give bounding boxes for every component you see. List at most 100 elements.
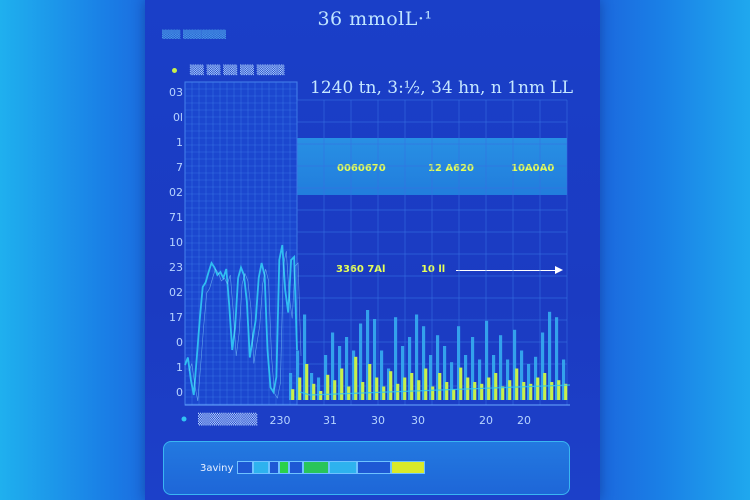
bar-series-1 [555,317,559,400]
y-tick-label: 02 [169,186,183,199]
bar-series-1 [408,337,412,400]
y-tick-label: 1 [176,361,183,374]
x-tick-label: 30 [371,414,385,427]
bar-series-2 [354,356,358,400]
segment-block [391,461,425,474]
bar-series-1 [296,350,300,400]
y-tick-label: 0l [173,111,183,124]
bar-series-1 [506,359,510,400]
bar-series-1 [464,355,468,400]
bar-series-1 [317,377,321,400]
value-readout: 1240 tn, 3:½, 34 hn, n 1nm LL [310,78,574,98]
arrow-line [456,270,556,271]
line-series-shadow [188,250,302,402]
bar-series-2 [564,383,568,400]
bar-series-1 [443,346,447,400]
band-value-1: 0060670 [337,163,386,174]
x-axis-dot-icon [181,416,187,422]
bar-series-1 [338,346,342,400]
bar-series-2 [403,377,407,400]
y-tick-label: 23 [169,261,183,274]
arrow-right-icon [555,266,563,274]
bar-series-1 [310,373,314,400]
x-axis-date-label: ▒▒▒▒▒▒▒ [198,412,258,426]
segment-block [269,461,279,474]
source-label: ▒▒▒ ▒▒▒▒▒▒▒ [162,30,227,39]
segment-block [237,461,253,474]
bar-series-2 [326,374,330,400]
bar-series-1 [387,368,391,400]
bar-series-2 [312,383,316,400]
bar-series-1 [373,319,377,400]
bar-series-1 [422,326,426,400]
segment-block [303,461,329,474]
bar-series-1 [513,329,517,400]
bar-series-1 [541,332,545,400]
bar-series-1 [520,350,524,400]
y-tick-label: 17 [169,311,183,324]
segment-block [329,461,357,474]
legend-text: ▒▒ ▒▒ ▒▒ ▒▒ ▒▒▒▒ [189,66,285,76]
bar-series-1 [324,355,328,400]
y-tick-label: 71 [169,211,183,224]
band-value-3: 10A0A0 [511,163,555,174]
bar-series-1 [471,337,475,400]
y-tick-label: 7 [176,161,183,174]
bar-series-1 [380,350,384,400]
chart-title: 36 mmolL·¹ [317,8,433,30]
bar-series-2 [452,389,456,400]
bar-series-1 [289,373,293,400]
arrow-annotation: 3360 7Al 10 ll [336,264,445,275]
bar-series-2 [340,368,344,400]
line-series [184,244,298,396]
band-value-2: 12 A620 [428,163,475,174]
bar-series-2 [305,364,309,400]
bar-series-1 [534,356,538,400]
y-tick-label: 1 [176,136,183,149]
bar-series-1 [499,335,503,400]
y-tick-label: 0 [176,336,183,349]
bar-series-2 [389,371,393,400]
bar-series-2 [291,389,295,400]
bar-series-1 [352,350,356,400]
bar-series-2 [522,382,526,400]
bar-series-1 [548,311,552,400]
bar-series-2 [536,377,540,400]
y-tick-label: 03 [169,86,183,99]
bar-series-1 [429,355,433,400]
legend-dot-icon [172,68,177,73]
bar-series-2 [438,373,442,400]
bar-series-2 [480,383,484,400]
arrow-value-1: 3360 7Al [336,264,386,275]
bar-series-2 [550,382,554,400]
y-tick-label: 10 [169,236,183,249]
x-tick-label: 230 [270,414,291,427]
bar-series-1 [492,355,496,400]
bar-series-2 [417,380,421,400]
bar-series-2 [431,386,435,400]
bar-series-1 [331,332,335,400]
segment-block [253,461,269,474]
bar-series-1 [436,335,440,400]
bar-series-2 [410,373,414,400]
bar-series-1 [527,364,531,400]
bar-series-1 [303,314,307,400]
bar-series-2 [529,383,533,400]
bar-series-2 [501,386,505,400]
bar-series-1 [485,320,489,400]
bar-series-2 [361,382,365,400]
bar-series-2 [298,377,302,400]
bar-series-2 [459,367,463,400]
bar-series-1 [415,314,419,400]
bar-series-2 [319,391,323,400]
bar-series-1 [394,317,398,400]
line-series-tail [299,384,571,396]
bar-series-1 [345,337,349,400]
bar-series-1 [366,310,370,400]
arrow-value-2: 10 ll [420,264,446,275]
x-tick-label: 20 [479,414,493,427]
bar-series-2 [382,386,386,400]
bar-series-2 [515,368,519,400]
bar-series-1 [450,362,454,400]
